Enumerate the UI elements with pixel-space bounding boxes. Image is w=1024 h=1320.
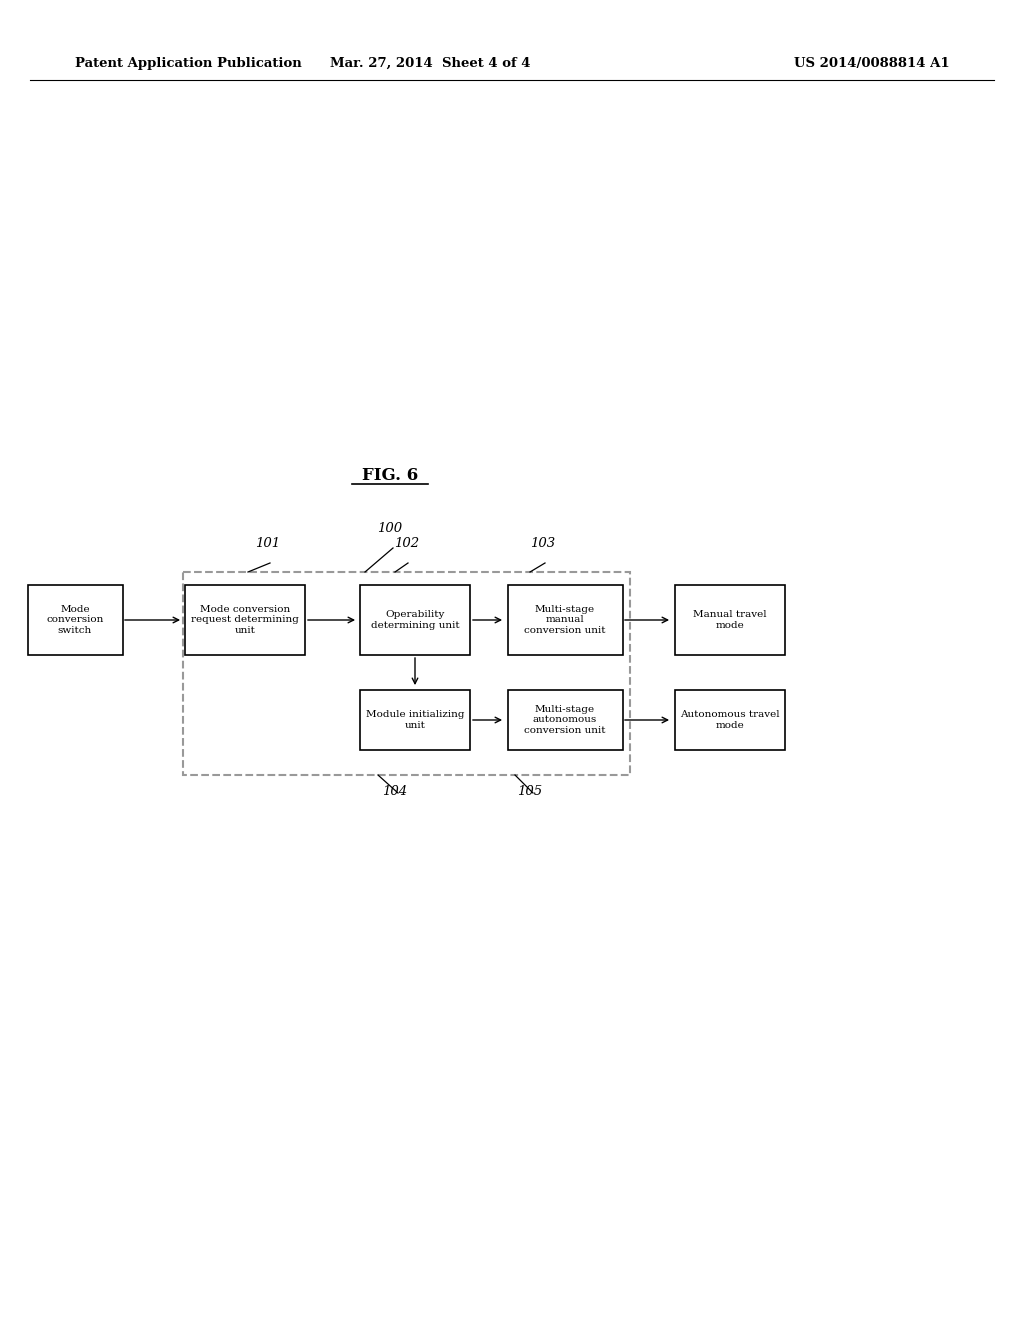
Text: 102: 102 [394, 537, 420, 550]
Text: Autonomous travel
mode: Autonomous travel mode [680, 710, 780, 730]
Text: US 2014/0088814 A1: US 2014/0088814 A1 [795, 57, 950, 70]
Bar [508, 690, 623, 750]
Text: 101: 101 [255, 537, 281, 550]
Bar [185, 585, 305, 655]
Text: Mar. 27, 2014  Sheet 4 of 4: Mar. 27, 2014 Sheet 4 of 4 [330, 57, 530, 70]
Text: Manual travel
mode: Manual travel mode [693, 610, 767, 630]
Text: 103: 103 [530, 537, 556, 550]
Bar [28, 585, 123, 655]
Text: 100: 100 [378, 521, 402, 535]
Bar [360, 690, 470, 750]
Text: FIG. 6: FIG. 6 [361, 466, 418, 483]
Text: Multi-stage
autonomous
conversion unit: Multi-stage autonomous conversion unit [524, 705, 606, 735]
Bar [508, 585, 623, 655]
Text: Mode
conversion
switch: Mode conversion switch [46, 605, 103, 635]
Text: 104: 104 [382, 785, 408, 799]
Bar [360, 585, 470, 655]
Bar [675, 690, 785, 750]
Text: Multi-stage
manual
conversion unit: Multi-stage manual conversion unit [524, 605, 606, 635]
Text: Module initializing
unit: Module initializing unit [366, 710, 464, 730]
Bar [675, 585, 785, 655]
Text: Patent Application Publication: Patent Application Publication [75, 57, 302, 70]
Text: Operability
determining unit: Operability determining unit [371, 610, 460, 630]
Text: Mode conversion
request determining
unit: Mode conversion request determining unit [191, 605, 299, 635]
Text: 105: 105 [517, 785, 543, 799]
